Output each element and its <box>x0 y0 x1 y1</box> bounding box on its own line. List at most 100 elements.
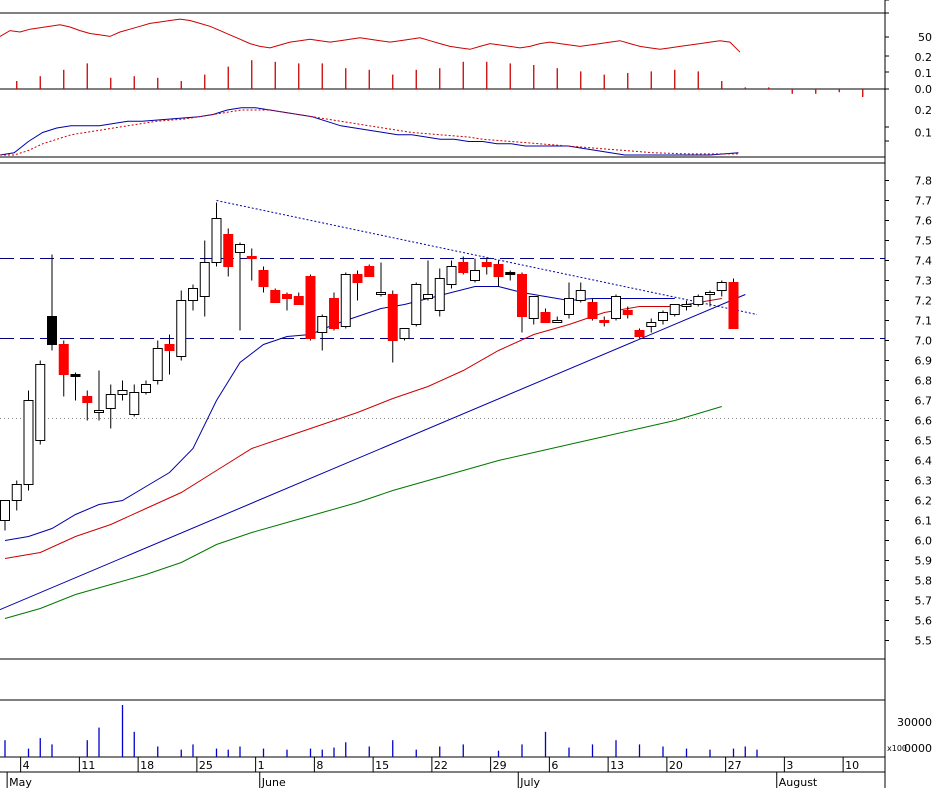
y-tick-label: 5.5 <box>915 635 933 648</box>
y-tick-label: 5.8 <box>915 575 933 588</box>
y-tick-label: 0.2 <box>915 104 933 117</box>
candle <box>317 314 328 351</box>
candle <box>611 294 621 321</box>
candle-body <box>23 400 34 485</box>
candle-body <box>376 292 386 295</box>
candle <box>376 262 386 297</box>
candle <box>599 316 610 327</box>
candle <box>658 310 668 325</box>
candle <box>246 248 257 281</box>
y-tick-label: 0.0 <box>915 83 933 96</box>
candle <box>152 340 163 385</box>
y-tick-label: 7.5 <box>915 235 933 248</box>
y-tick-label: 6.2 <box>915 495 933 508</box>
candle <box>399 328 410 341</box>
candle-body <box>599 320 610 323</box>
candle <box>552 316 563 323</box>
candle-body <box>705 292 715 295</box>
candle <box>564 282 574 319</box>
y-tick-label: 6.4 <box>915 455 933 468</box>
candle-body <box>423 294 433 299</box>
candle-body <box>70 374 81 377</box>
candle <box>528 296 539 325</box>
y-tick-label: 6.7 <box>915 395 933 408</box>
candle-body <box>340 274 351 327</box>
candle-body <box>575 290 586 301</box>
candle <box>728 278 739 329</box>
candle-body <box>11 484 22 501</box>
candle-body <box>470 270 480 281</box>
candle-body <box>82 396 93 403</box>
y-tick-label: 6.0 <box>915 535 933 548</box>
y-tick-label: 7.6 <box>915 215 933 228</box>
candle <box>434 268 445 317</box>
candle-body <box>141 384 151 393</box>
candle <box>458 256 469 275</box>
candle-body <box>505 272 516 275</box>
candle <box>35 360 46 445</box>
candle-body <box>669 304 680 315</box>
candle-body <box>129 392 140 415</box>
y-tick-label: 5.9 <box>915 555 933 568</box>
y-tick-label: 0.1 <box>915 67 933 80</box>
candle-body <box>552 320 563 323</box>
x-tick-label: 15 <box>375 759 389 772</box>
y-tick-label: 6.6 <box>915 415 933 428</box>
candle-body <box>152 348 163 381</box>
candle-body <box>528 296 539 319</box>
candle <box>258 266 269 293</box>
x-tick-label: 1 <box>258 759 265 772</box>
candle <box>129 384 140 417</box>
x-tick-label: 13 <box>610 759 624 772</box>
candle <box>70 372 81 401</box>
y-tick-label: 5.7 <box>915 595 933 608</box>
candle <box>622 306 633 319</box>
x-tick-label: 22 <box>434 759 448 772</box>
candle <box>681 300 692 311</box>
candle <box>94 370 104 421</box>
candle <box>705 290 715 307</box>
y-tick-label: 6.9 <box>915 355 933 368</box>
candle <box>329 292 339 331</box>
candle-body <box>352 274 363 283</box>
month-label: May <box>9 776 32 788</box>
x-tick-label: 29 <box>493 759 507 772</box>
candle <box>587 298 598 321</box>
candle <box>481 258 492 275</box>
candle <box>235 242 245 331</box>
candle <box>117 380 128 401</box>
candle-body <box>364 266 375 277</box>
signal-line-red <box>0 109 739 156</box>
x-tick-label: 8 <box>316 759 323 772</box>
candle-body <box>317 316 328 333</box>
candle-body <box>105 394 116 409</box>
candle-body <box>270 290 281 303</box>
candle <box>634 328 645 339</box>
candle-body <box>399 328 410 339</box>
y-tick-label: 7.7 <box>915 195 933 208</box>
candle-body <box>211 218 222 263</box>
candle <box>199 240 210 317</box>
y-tick-label: 7.3 <box>915 275 933 288</box>
y-tick-label: 5.6 <box>915 615 933 628</box>
candle <box>352 270 363 301</box>
candle-body <box>481 262 492 267</box>
moving-average-long <box>4 406 722 619</box>
candle <box>0 500 10 531</box>
y-tick-label: 0000 <box>904 742 932 755</box>
candle-body <box>47 316 57 345</box>
candle <box>11 480 22 511</box>
candle <box>47 254 57 351</box>
candle <box>517 272 527 333</box>
candle <box>176 290 187 361</box>
candle <box>669 304 680 317</box>
y-tick-label: 6.5 <box>915 435 933 448</box>
candle <box>505 270 516 281</box>
candle <box>164 334 175 375</box>
candle <box>411 282 422 327</box>
candle-body <box>681 304 692 307</box>
candle-body <box>540 312 551 323</box>
candle-body <box>564 298 574 315</box>
candle <box>575 282 586 303</box>
